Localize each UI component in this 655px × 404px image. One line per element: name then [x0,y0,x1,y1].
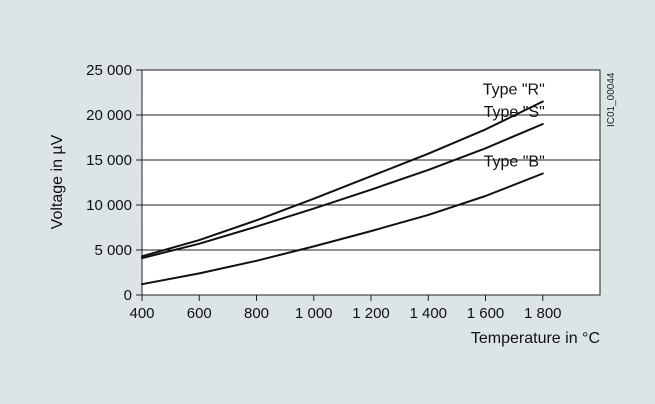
x-tick-label: 1 400 [409,305,447,322]
y-axis-title: Voltage in µV [49,134,66,229]
x-tick-label: 1 600 [467,305,505,322]
x-tick-label: 400 [129,305,154,322]
series-line [141,172,544,286]
gridlines [142,114,600,251]
x-tick-label: 1 800 [524,305,562,322]
x-ticks: 400 600 800 1 000 1 200 1 400 1 600 1 800 [129,295,562,322]
series-label: Type "S" [484,104,545,121]
series-labels: Type "R" Type "S" Type "B" [483,82,545,171]
y-tick-label: 15 000 [86,152,132,169]
series-lines [141,100,544,286]
plot-area-background [142,70,600,295]
series-line [141,100,544,258]
series-line [141,123,544,260]
series-label: Type "B" [484,154,545,171]
y-tick-label: 0 [124,287,132,304]
y-tick-label: 5 000 [94,242,132,259]
x-tick-label: 800 [244,305,269,322]
y-tick-label: 10 000 [86,197,132,214]
x-axis-title: Temperature in °C [471,330,600,347]
x-tick-label: 1 000 [295,305,333,322]
y-ticks: 0 5 000 10 000 15 000 20 000 25 000 [86,62,142,304]
figure-id: IC01_00044 [606,72,617,127]
y-tick-label: 25 000 [86,62,132,79]
series-label: Type "R" [483,82,545,99]
x-tick-label: 600 [187,305,212,322]
x-tick-label: 1 200 [352,305,390,322]
y-tick-label: 20 000 [86,107,132,124]
